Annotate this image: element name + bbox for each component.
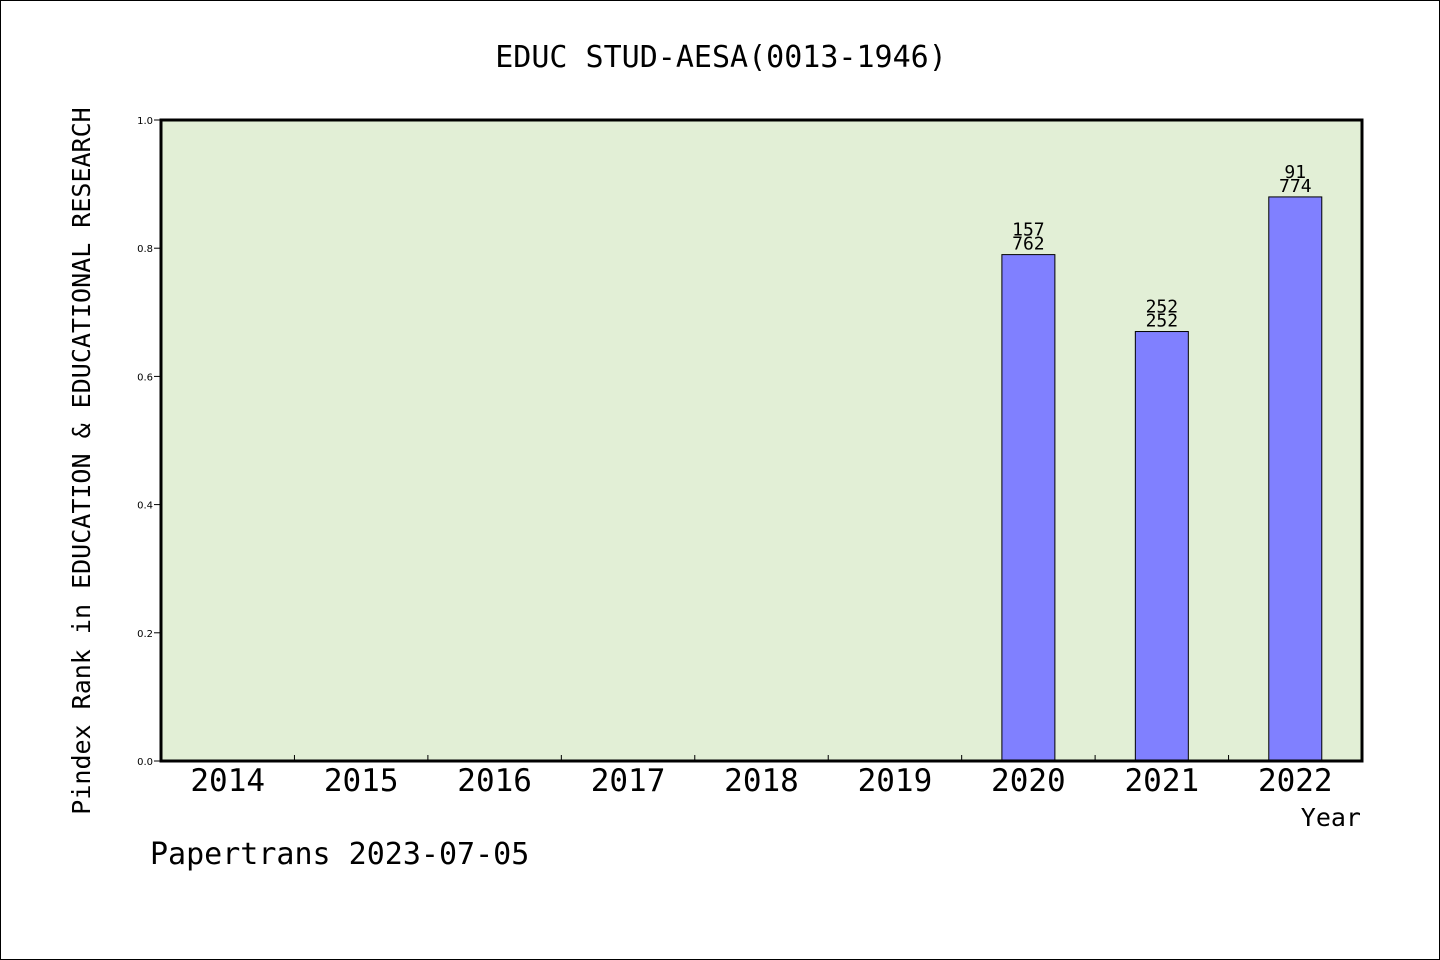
y-tick-label: 0.0	[137, 757, 153, 768]
bar-label-top: 157	[1012, 220, 1045, 241]
chart-title: EDUC STUD-AESA(0013-1946)	[495, 40, 947, 75]
footer-credit: Papertrans 2023-07-05	[150, 837, 529, 872]
bar-label-top: 252	[1146, 297, 1179, 318]
x-tick-label: 2020	[991, 763, 1066, 799]
x-axis-label: Year	[1301, 803, 1361, 832]
y-tick-label: 0.2	[137, 629, 153, 640]
bar-label-bottom: 774	[1279, 176, 1312, 197]
bars	[1001, 196, 1323, 762]
bar	[1268, 196, 1323, 762]
x-tick-label: 2015	[324, 763, 399, 799]
y-tick-label: 1.0	[137, 116, 153, 127]
y-axis-ticks: 0.0 0.2 0.4 0.6 0.8 1.0	[137, 116, 161, 768]
x-tick-label: 2021	[1125, 763, 1200, 799]
plot-border	[159, 118, 1364, 763]
x-axis-ticks: 2014 2015 2016 2017 2018 2019 2020 2021 2022	[190, 755, 1333, 799]
y-tick-label: 0.4	[137, 501, 153, 512]
y-tick-label: 0.6	[137, 372, 153, 383]
bar-label-bottom: 762	[1012, 234, 1045, 255]
y-axis-label: Pindex Rank in EDUCATION & EDUCATIONAL R…	[67, 107, 96, 814]
x-tick-label: 2014	[190, 763, 265, 799]
x-tick-label: 2022	[1258, 763, 1333, 799]
x-tick-label: 2018	[724, 763, 799, 799]
y-tick-label: 0.8	[137, 244, 153, 255]
x-tick-label: 2016	[457, 763, 532, 799]
x-tick-label: 2017	[591, 763, 666, 799]
bar	[1134, 331, 1189, 762]
x-tick-label: 2019	[858, 763, 933, 799]
bar-label-bottom: 252	[1146, 311, 1179, 332]
bar-label-top: 91	[1284, 162, 1306, 183]
bar	[1001, 254, 1056, 762]
